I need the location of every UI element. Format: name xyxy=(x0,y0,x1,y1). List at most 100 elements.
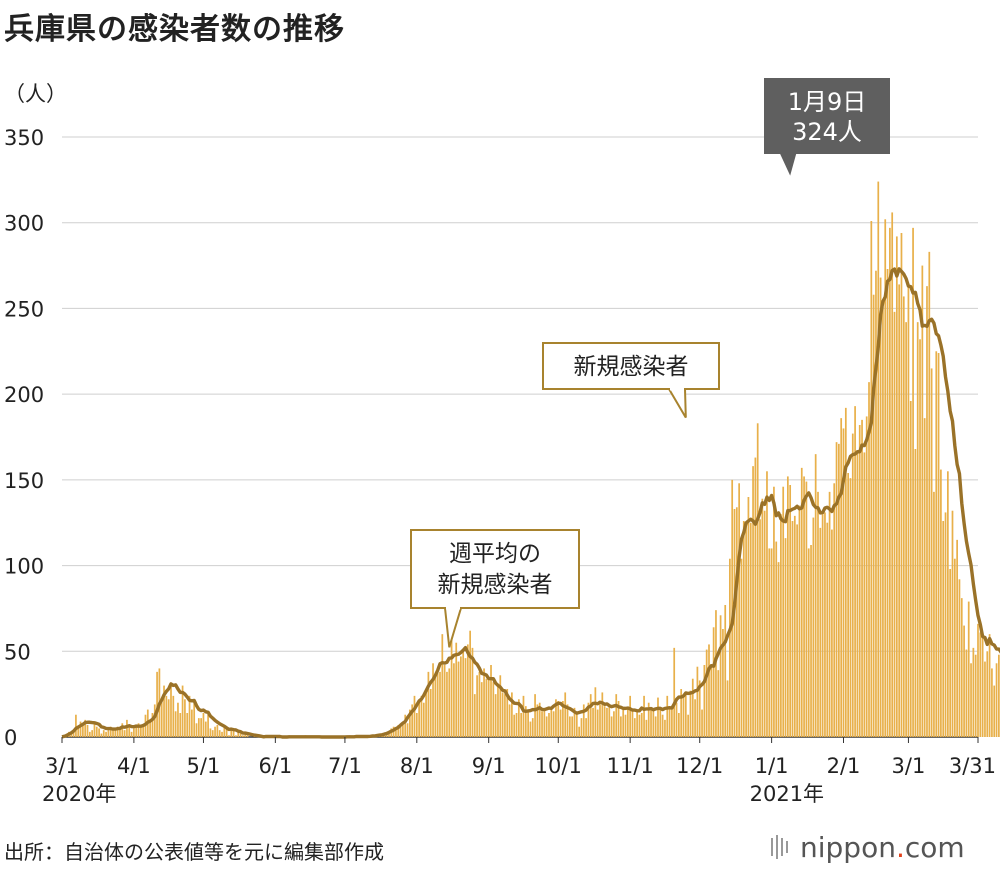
bar xyxy=(79,721,82,737)
bar xyxy=(197,718,200,737)
bar xyxy=(406,723,409,737)
bar xyxy=(534,694,536,737)
bar xyxy=(214,726,216,737)
bar xyxy=(821,514,824,737)
bar xyxy=(160,699,163,737)
bar xyxy=(429,689,432,737)
bar xyxy=(483,668,485,737)
bar xyxy=(411,704,414,737)
bar xyxy=(453,663,455,737)
bar xyxy=(388,733,390,737)
bar xyxy=(596,709,599,737)
bar xyxy=(824,512,826,737)
bar xyxy=(139,726,142,737)
bar xyxy=(701,709,703,737)
bar xyxy=(102,730,105,737)
bar xyxy=(946,471,949,737)
bar xyxy=(902,296,905,737)
bar xyxy=(211,730,214,737)
bar xyxy=(831,529,833,737)
bar xyxy=(993,685,996,737)
bar xyxy=(82,723,84,737)
bar xyxy=(242,735,244,737)
bar xyxy=(650,707,652,737)
bar xyxy=(548,713,550,737)
bar xyxy=(225,728,228,737)
bar xyxy=(559,709,562,737)
bar xyxy=(550,707,553,737)
bar xyxy=(884,219,887,738)
bar xyxy=(933,491,935,737)
bar xyxy=(793,515,796,737)
bar xyxy=(687,714,689,737)
bar xyxy=(105,731,107,737)
bar xyxy=(949,569,952,737)
bar xyxy=(408,709,411,737)
bar xyxy=(817,491,819,737)
bar xyxy=(814,454,817,737)
bar xyxy=(193,699,196,737)
bar xyxy=(441,634,444,737)
bar xyxy=(988,634,991,737)
bar xyxy=(443,665,446,737)
year-label: 2020年 xyxy=(42,782,116,806)
bar xyxy=(107,728,110,737)
bar xyxy=(425,690,427,737)
bar xyxy=(991,668,993,737)
bar xyxy=(965,649,968,737)
x-tick-label: 3/1 xyxy=(892,754,926,778)
bar xyxy=(951,510,954,737)
bar xyxy=(420,695,423,737)
x-tick-label: 1/1 xyxy=(755,754,789,778)
bar xyxy=(128,726,131,737)
bar xyxy=(986,651,989,737)
bar xyxy=(970,663,972,737)
bar xyxy=(724,605,727,737)
annotation-text: 週平均の xyxy=(449,541,541,567)
bar xyxy=(541,711,543,737)
bar xyxy=(698,680,701,737)
bar xyxy=(608,704,611,737)
bar xyxy=(729,558,731,737)
bar xyxy=(738,483,741,737)
bar xyxy=(807,548,810,737)
bar xyxy=(677,713,680,737)
x-axis: 3/1 4/1 5/1 6/1 7/1 8/1 9/1 10/1 11/1 12/1 1/1 2/1 3… xyxy=(42,737,996,806)
bar xyxy=(536,704,539,737)
bar xyxy=(624,714,627,737)
bar xyxy=(72,730,75,737)
bar xyxy=(930,368,933,737)
bar xyxy=(805,481,808,737)
bar xyxy=(427,671,430,737)
bar xyxy=(879,277,882,737)
bar xyxy=(135,725,138,737)
bar xyxy=(568,716,571,737)
bar xyxy=(735,507,738,737)
bar xyxy=(889,227,891,737)
x-tick-label: 4/1 xyxy=(117,754,151,778)
bar xyxy=(109,726,112,737)
bar xyxy=(137,723,140,737)
bar xyxy=(91,730,94,737)
bar xyxy=(522,695,525,737)
bar xyxy=(543,709,546,737)
bar xyxy=(413,695,416,737)
annotation: 新規感染者 xyxy=(542,342,720,419)
y-axis-label: （人） xyxy=(4,82,67,106)
bar xyxy=(399,726,402,737)
bar xyxy=(513,714,516,737)
bar xyxy=(594,687,597,737)
bar xyxy=(847,473,849,737)
bar xyxy=(439,671,441,737)
bar xyxy=(511,692,513,737)
bar xyxy=(601,692,604,737)
bar xyxy=(397,725,400,737)
y-tick-label: 100 xyxy=(4,555,44,579)
bar xyxy=(696,666,699,737)
bar xyxy=(944,512,947,737)
year-label: 2021年 xyxy=(750,782,824,806)
bar xyxy=(886,269,889,737)
bar xyxy=(418,701,420,737)
y-tick-label: 150 xyxy=(4,469,44,493)
bar xyxy=(606,707,608,737)
